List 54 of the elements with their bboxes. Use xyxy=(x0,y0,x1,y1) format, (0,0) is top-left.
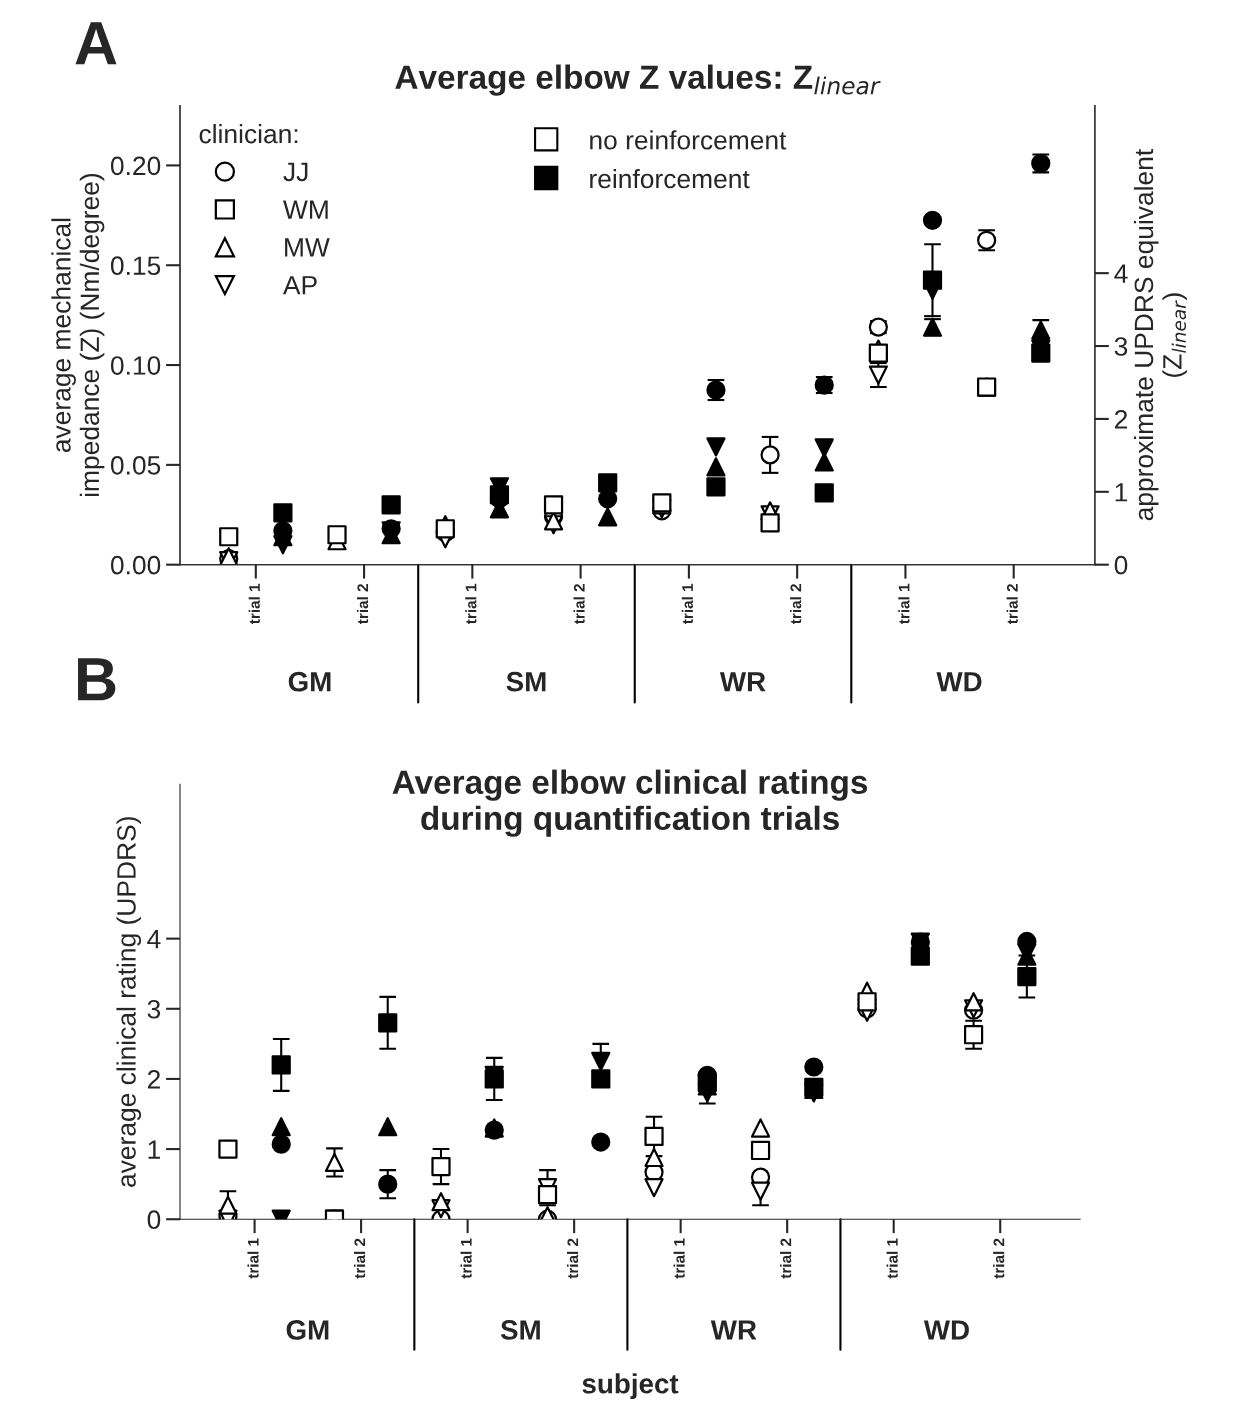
chart-title: Average elbow Z values: Z$_{linear}$ xyxy=(395,64,881,96)
y-tick-label: 3 xyxy=(147,999,161,1019)
y-tick-label: 0 xyxy=(147,1210,161,1230)
y2-tick-label: 3 xyxy=(1114,337,1128,356)
text: SM xyxy=(506,671,546,692)
annotation: reinforcement xyxy=(590,168,750,189)
legend-label: JJ xyxy=(283,162,308,182)
y-tick-label: 2 xyxy=(147,1070,160,1089)
legend-title: clinician: xyxy=(199,124,298,144)
y-tick-label: 1 xyxy=(148,1140,160,1159)
x-tick-label: trial 2 xyxy=(353,1238,366,1279)
y2-axis-title: approximate UPDRS equivalent (Z$_{linear}$) xyxy=(1133,149,1187,521)
y-tick-label: 0.00 xyxy=(110,555,161,575)
x-axis-title: subject xyxy=(582,1373,679,1400)
x-tick-label: trial 2 xyxy=(356,584,369,625)
text: B xyxy=(78,658,116,701)
x-tick-label: trial 1 xyxy=(248,583,260,625)
annotation: no reinforcement xyxy=(590,130,787,150)
text: GM xyxy=(286,1320,329,1340)
text: A xyxy=(75,22,117,65)
y-axis-title: average mechanical impedance (Z) (Nm/degree) xyxy=(51,173,105,497)
x-tick-label: trial 2 xyxy=(573,584,585,625)
y-tick-label: 0.05 xyxy=(110,456,161,475)
legend-label: AP xyxy=(282,276,317,295)
x-tick-label: trial 2 xyxy=(790,584,802,625)
text: WR xyxy=(719,672,766,692)
text: WD xyxy=(923,1320,969,1340)
text: SM xyxy=(500,1320,540,1340)
x-tick-label: trial 1 xyxy=(886,1238,898,1279)
y-tick-label: 4 xyxy=(147,930,161,949)
x-tick-label: trial 1 xyxy=(673,1238,685,1279)
x-tick-label: trial 2 xyxy=(780,1238,792,1279)
x-tick-label: trial 1 xyxy=(898,583,910,625)
text: GM xyxy=(288,671,331,692)
y2-tick-label: 2 xyxy=(1114,410,1128,429)
y-tick-label: 0.10 xyxy=(110,356,161,375)
legend-label: WM xyxy=(283,200,328,219)
chart-title: Average elbow clinical ratings during quantification trials xyxy=(392,769,868,837)
y-tick-label: 0.15 xyxy=(110,256,161,276)
text: WR xyxy=(710,1320,757,1340)
y2-tick-label: 0 xyxy=(1114,555,1128,575)
x-tick-label: trial 1 xyxy=(247,1238,259,1279)
y2-tick-label: 4 xyxy=(1114,264,1128,283)
y2-tick-label: 1 xyxy=(1115,483,1128,502)
text: WD xyxy=(936,672,982,692)
x-tick-label: trial 1 xyxy=(681,583,693,625)
x-tick-label: trial 2 xyxy=(567,1238,579,1279)
legend-label: MW xyxy=(285,238,330,257)
y-axis-title: average clinical rating (UPDRS) xyxy=(116,817,142,1187)
x-tick-label: trial 2 xyxy=(1006,584,1018,625)
x-tick-label: trial 1 xyxy=(465,583,477,625)
x-tick-label: trial 1 xyxy=(460,1238,472,1279)
x-tick-label: trial 2 xyxy=(993,1238,1005,1279)
y-tick-label: 0.20 xyxy=(110,156,161,176)
